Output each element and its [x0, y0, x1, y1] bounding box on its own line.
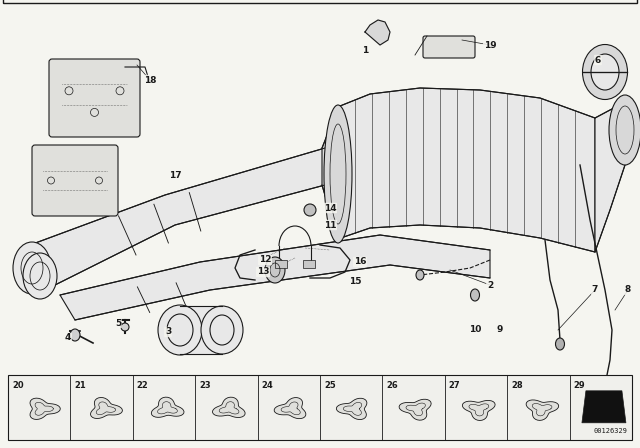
- Text: 23: 23: [199, 381, 211, 390]
- Text: 18: 18: [144, 76, 156, 85]
- Bar: [8, 375, 632, 440]
- Text: 8: 8: [625, 285, 631, 294]
- Text: 6: 6: [595, 56, 601, 65]
- Text: 29: 29: [573, 381, 585, 390]
- Polygon shape: [322, 108, 338, 240]
- Polygon shape: [274, 398, 306, 418]
- Text: 11: 11: [324, 220, 336, 229]
- Text: 24: 24: [262, 381, 273, 390]
- Text: 10: 10: [469, 326, 481, 335]
- Ellipse shape: [158, 305, 202, 355]
- Polygon shape: [526, 400, 559, 420]
- FancyBboxPatch shape: [49, 59, 140, 137]
- Ellipse shape: [591, 54, 619, 90]
- Text: 26: 26: [387, 381, 398, 390]
- FancyBboxPatch shape: [32, 145, 118, 216]
- Text: 2: 2: [487, 280, 493, 289]
- Text: 19: 19: [484, 40, 496, 49]
- Text: 3: 3: [165, 327, 171, 336]
- Polygon shape: [582, 391, 626, 423]
- Text: 17: 17: [169, 171, 181, 180]
- Text: 16: 16: [354, 258, 366, 267]
- Text: 27: 27: [449, 381, 460, 390]
- Polygon shape: [91, 397, 122, 418]
- FancyBboxPatch shape: [423, 36, 475, 58]
- Ellipse shape: [609, 95, 640, 165]
- Ellipse shape: [470, 289, 479, 301]
- Text: 4: 4: [65, 333, 71, 343]
- Text: 9: 9: [497, 326, 503, 335]
- Polygon shape: [60, 235, 490, 320]
- Text: 21: 21: [74, 381, 86, 390]
- Ellipse shape: [556, 338, 564, 350]
- Text: 14: 14: [324, 203, 336, 212]
- Ellipse shape: [324, 105, 352, 243]
- Polygon shape: [399, 399, 431, 420]
- Ellipse shape: [304, 204, 316, 216]
- Polygon shape: [462, 401, 495, 421]
- Text: 00126329: 00126329: [594, 428, 628, 434]
- Polygon shape: [151, 397, 184, 418]
- Text: 1: 1: [362, 46, 368, 55]
- Text: 12: 12: [259, 255, 271, 264]
- Text: 7: 7: [592, 285, 598, 294]
- Bar: [275, 260, 287, 268]
- Text: 20: 20: [12, 381, 24, 390]
- Ellipse shape: [582, 44, 627, 99]
- Ellipse shape: [416, 270, 424, 280]
- Ellipse shape: [70, 329, 80, 341]
- Polygon shape: [365, 20, 390, 45]
- Bar: [303, 260, 315, 268]
- Ellipse shape: [121, 323, 129, 331]
- Text: 28: 28: [511, 381, 523, 390]
- Ellipse shape: [23, 253, 57, 299]
- Text: 5: 5: [115, 319, 121, 327]
- Polygon shape: [212, 397, 245, 418]
- Ellipse shape: [13, 242, 51, 294]
- Ellipse shape: [600, 383, 610, 397]
- Text: 15: 15: [349, 277, 361, 287]
- Ellipse shape: [201, 306, 243, 354]
- Ellipse shape: [265, 257, 285, 283]
- Polygon shape: [595, 100, 630, 252]
- Polygon shape: [337, 398, 367, 420]
- Polygon shape: [30, 398, 60, 419]
- Polygon shape: [335, 88, 595, 252]
- Polygon shape: [30, 148, 325, 285]
- Text: 22: 22: [137, 381, 148, 390]
- Text: 13: 13: [257, 267, 269, 276]
- Text: 25: 25: [324, 381, 336, 390]
